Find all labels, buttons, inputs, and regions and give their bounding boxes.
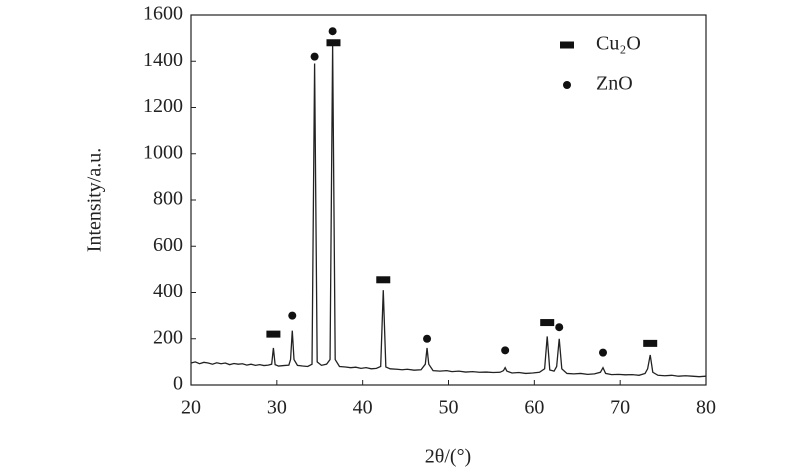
x-tick-label: 60 [524,397,544,419]
x-tick-label: 80 [696,397,716,419]
zno-marker [501,346,510,355]
cu2o-marker [643,339,658,347]
legend-label: Cu₂O [596,33,641,55]
legend-swatch [563,81,571,89]
zno-marker [599,348,607,357]
zno-marker [310,52,319,61]
legend-label: ZnO [596,73,633,95]
cu2o-marker [266,330,281,338]
y-tick-label: 1600 [143,3,183,25]
cu2o-marker [540,319,555,327]
cu2o-marker [326,39,341,47]
y-tick-label: 1400 [143,49,183,71]
x-tick-label: 50 [439,397,459,419]
plot-frame [190,14,707,386]
y-tick-label: 1000 [143,141,183,163]
zno-marker [423,334,432,343]
x-tick-label: 30 [267,397,287,419]
x-tick-label: 70 [610,397,630,419]
y-tick-label: 200 [153,326,183,348]
y-tick-label: 1200 [143,95,183,117]
x-tick-label: 20 [181,397,201,419]
y-tick-label: 600 [153,234,183,256]
y-tick-label: 0 [173,373,183,395]
cu2o-marker [376,276,391,284]
y-axis-label: Intensity/a.u. [84,148,106,252]
zno-marker [288,311,297,320]
legend-swatch [560,41,574,49]
x-axis-label: 2θ/(°) [425,446,471,468]
pattern-line [190,45,707,378]
y-tick-label: 400 [153,280,183,302]
zno-marker [555,323,564,332]
zno-marker [328,27,337,36]
x-tick-label: 40 [353,397,373,419]
y-tick-label: 800 [153,188,183,210]
